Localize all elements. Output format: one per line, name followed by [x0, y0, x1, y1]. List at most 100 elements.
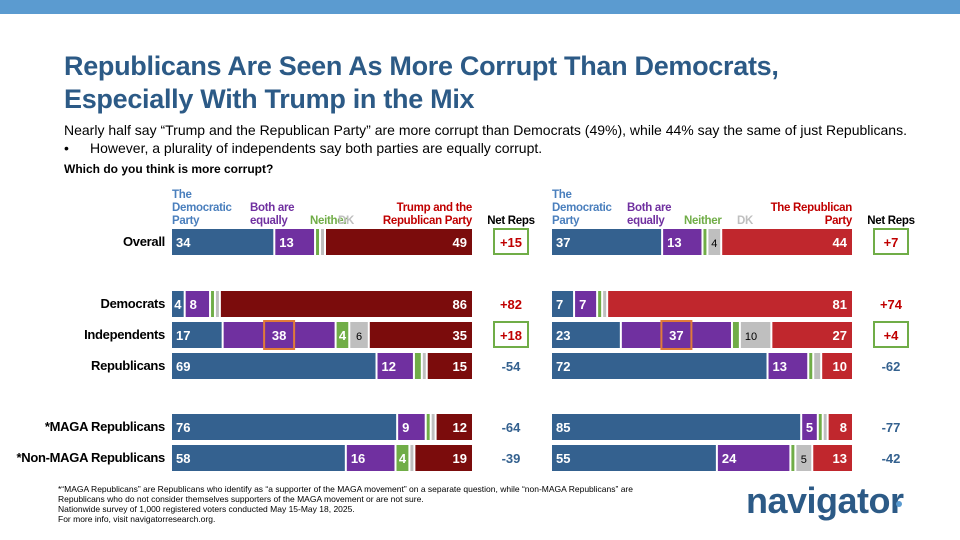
title-line-2: Especially With Trump in the Mix: [64, 84, 475, 114]
category-label-independents: Independents: [84, 327, 165, 342]
panel-2-bar-maga-republicans-rep: [828, 414, 852, 440]
category-label-democrats: Democrats: [101, 296, 166, 311]
panel-1-bar-republicans-both: [377, 353, 413, 379]
panel-1-bar-democrats-rep: [220, 291, 472, 317]
panel-2-bar-overall-rep-label: 44: [833, 235, 848, 250]
panel-2-bar-independents-both: [621, 322, 731, 348]
panel-2-bar-democrats-dem-label: 7: [556, 297, 563, 312]
panel-1-legend-both-line-1: Both are: [250, 202, 294, 214]
panel-1-bar-independents-rep: [369, 322, 472, 348]
panel-1-bar-overall-dk: [321, 229, 324, 255]
panel-1-legend-rep-line-2: Republican Party: [383, 215, 473, 227]
panel-2-legend-dem-line-1: The: [552, 189, 572, 201]
panel-2-bar-overall-both-label: 13: [667, 235, 681, 250]
panel-2-net-overall-box: [873, 228, 909, 255]
panel-2-bar-independents-dem: [552, 322, 620, 348]
panel-1-bar-maga-republicans-dk: [431, 414, 435, 440]
panel-1-bar-overall-rep-label: 49: [453, 235, 467, 250]
panel-2-bar-overall-rep: [722, 229, 852, 255]
panel-1-bar-independents-both: [223, 322, 335, 348]
panel-1-net-democrats: +82: [500, 297, 522, 312]
panel-1-bar-overall-dem-label: 34: [176, 235, 191, 250]
panel-1-bar-republicans-rep: [427, 353, 472, 379]
footnote-line-1: *“MAGA Republicans” are Republicans who …: [58, 484, 633, 494]
panel-2-bar-independents-rep: [772, 322, 852, 348]
panel-2-bar-independents-dem-label: 23: [556, 328, 570, 343]
panel-1-bar-maga-republicans-both: [398, 414, 425, 440]
logo-dot: [896, 501, 902, 507]
panel-2-bar-independents-neither: [732, 322, 739, 348]
panel-1-net-independents-box: [493, 321, 529, 348]
panel-2-bar-independents-dk: [740, 322, 771, 348]
panel-1-bar-democrats-dem: [172, 291, 184, 317]
panel-1-net-overall: +15: [500, 235, 522, 250]
panel-2-bar-independents-both-label: 37: [669, 328, 683, 343]
panel-1-bar-independents-both-highlight-box: [263, 320, 296, 350]
panel-2-bar-non-maga-republicans-dk-label: 5: [801, 454, 807, 466]
panel-1-net-republicans: -54: [502, 359, 522, 374]
panel-2-bar-non-maga-republicans-dem-label: 55: [556, 451, 570, 466]
category-label-maga-republicans: *MAGA Republicans: [45, 419, 165, 434]
panel-1-bar-non-maga-republicans-neither: [396, 445, 409, 471]
panel-2-legend-rep-line-1: The Republican: [771, 202, 853, 214]
panel-2-bar-republicans-dk: [814, 353, 821, 379]
panel-1-bar-maga-republicans-dem: [172, 414, 397, 440]
footnote-line-2: Republicans who do not consider themselv…: [58, 494, 424, 504]
panel-1-bar-democrats-both-label: 8: [190, 297, 197, 312]
panel-2-bar-overall-dk: [708, 229, 721, 255]
panel-2-net-democrats: +74: [880, 297, 903, 312]
panel-2-bar-maga-republicans-both-label: 5: [806, 420, 813, 435]
panel-1-bar-independents-dem-label: 17: [176, 328, 190, 343]
panel-1-bar-non-maga-republicans-both: [346, 445, 395, 471]
panel-2-bar-maga-republicans-rep-label: 8: [840, 420, 847, 435]
panel-2-bar-democrats-rep: [608, 291, 852, 317]
panel-2-bar-republicans-dem-label: 72: [556, 359, 570, 374]
panel-1-bar-independents-rep-label: 35: [453, 328, 467, 343]
panel-1-legend-rep-line-1: Trump and the: [397, 202, 472, 214]
panel-2-bar-independents-rep-label: 27: [833, 328, 847, 343]
panel-1-legend-dem-line-1: The: [172, 189, 192, 201]
panel-1-bar-maga-republicans-dem-label: 76: [176, 420, 190, 435]
panel-2-bar-overall-dem: [552, 229, 662, 255]
panel-1-bar-independents-dk: [350, 322, 368, 348]
panel-2-bar-democrats-neither: [598, 291, 602, 317]
panel-1-bar-non-maga-republicans-dk: [410, 445, 414, 471]
panel-1-bar-overall-both: [275, 229, 315, 255]
panel-2-net-overall: +7: [884, 235, 899, 250]
panel-2-net-maga-republicans: -77: [882, 420, 901, 435]
panel-2-bar-overall-neither: [703, 229, 707, 255]
panel-1-net-overall-box: [493, 228, 529, 255]
panel-1-bar-non-maga-republicans-rep: [415, 445, 472, 471]
footnote-line-4: For more info, visit navigatorresearch.o…: [58, 514, 216, 524]
question-text: Which do you think is more corrupt?: [64, 162, 274, 176]
panel-1-bar-democrats-dem-label: 4: [174, 297, 182, 312]
panel-1-bar-maga-republicans-both-label: 9: [402, 420, 409, 435]
panel-2-net-independents-box: [873, 321, 909, 348]
panel-2-legend-both-line-2: equally: [627, 215, 665, 227]
panel-2-bar-democrats-both: [575, 291, 597, 317]
panel-1-bar-republicans-neither: [414, 353, 421, 379]
panel-2-bar-non-maga-republicans-dem: [552, 445, 716, 471]
panel-1-bar-democrats-both: [185, 291, 210, 317]
bullet-point: • However, a plurality of independents sa…: [64, 140, 542, 157]
panel-2-legend-neither-line-1: Neither: [684, 215, 722, 227]
panel-2-bar-overall-dk-label: 4: [711, 238, 717, 250]
title-line-1: Republicans Are Seen As More Corrupt Tha…: [64, 51, 779, 81]
panel-2-bar-independents-both-highlight-box: [660, 320, 693, 350]
panel-1-bar-democrats-dk: [215, 291, 219, 317]
panel-2-net-independents: +4: [884, 328, 900, 343]
page-title: Republicans Are Seen As More Corrupt Tha…: [64, 50, 924, 116]
panel-1-net-header: Net Reps: [487, 215, 534, 227]
panel-1-bar-non-maga-republicans-neither-label: 4: [399, 451, 407, 466]
panel-2-bar-non-maga-republicans-rep: [813, 445, 852, 471]
panel-1-bar-non-maga-republicans-rep-label: 19: [453, 451, 467, 466]
panel-1-bar-republicans-dk: [422, 353, 426, 379]
category-label-overall: Overall: [123, 234, 165, 249]
panel-2-legend-dem-line-3: Party: [552, 215, 580, 227]
footnote: *“MAGA Republicans” are Republicans who …: [58, 484, 698, 524]
panel-2-bar-non-maga-republicans-neither: [791, 445, 795, 471]
panel-2-bar-republicans-neither: [809, 353, 813, 379]
panel-1-bar-non-maga-republicans-both-label: 16: [351, 451, 365, 466]
panel-2-bar-maga-republicans-dk: [823, 414, 827, 440]
panel-1-bar-maga-republicans-rep: [436, 414, 472, 440]
